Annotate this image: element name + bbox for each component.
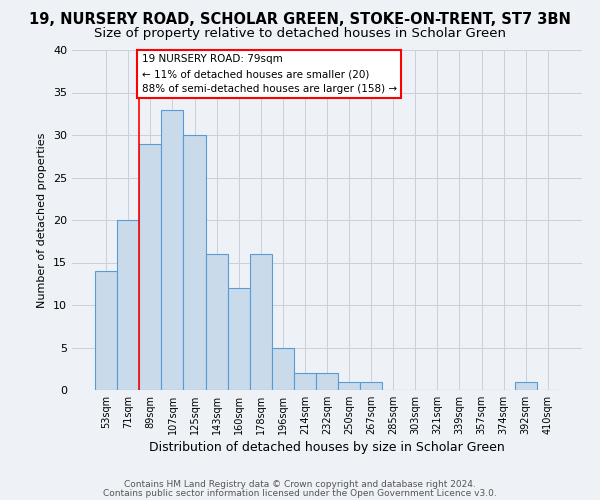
Bar — [294, 373, 316, 390]
Bar — [250, 254, 272, 390]
Bar — [161, 110, 184, 390]
Bar — [184, 135, 206, 390]
Bar — [227, 288, 250, 390]
Bar — [338, 382, 360, 390]
Bar — [515, 382, 537, 390]
Bar — [206, 254, 227, 390]
Text: Contains HM Land Registry data © Crown copyright and database right 2024.: Contains HM Land Registry data © Crown c… — [124, 480, 476, 489]
Bar — [95, 271, 117, 390]
Y-axis label: Number of detached properties: Number of detached properties — [37, 132, 47, 308]
Bar — [272, 348, 294, 390]
Text: 19 NURSERY ROAD: 79sqm
← 11% of detached houses are smaller (20)
88% of semi-det: 19 NURSERY ROAD: 79sqm ← 11% of detached… — [142, 54, 397, 94]
Bar — [316, 373, 338, 390]
Bar — [139, 144, 161, 390]
Bar — [117, 220, 139, 390]
Text: Contains public sector information licensed under the Open Government Licence v3: Contains public sector information licen… — [103, 488, 497, 498]
Text: 19, NURSERY ROAD, SCHOLAR GREEN, STOKE-ON-TRENT, ST7 3BN: 19, NURSERY ROAD, SCHOLAR GREEN, STOKE-O… — [29, 12, 571, 28]
Bar — [360, 382, 382, 390]
Text: Size of property relative to detached houses in Scholar Green: Size of property relative to detached ho… — [94, 28, 506, 40]
X-axis label: Distribution of detached houses by size in Scholar Green: Distribution of detached houses by size … — [149, 441, 505, 454]
